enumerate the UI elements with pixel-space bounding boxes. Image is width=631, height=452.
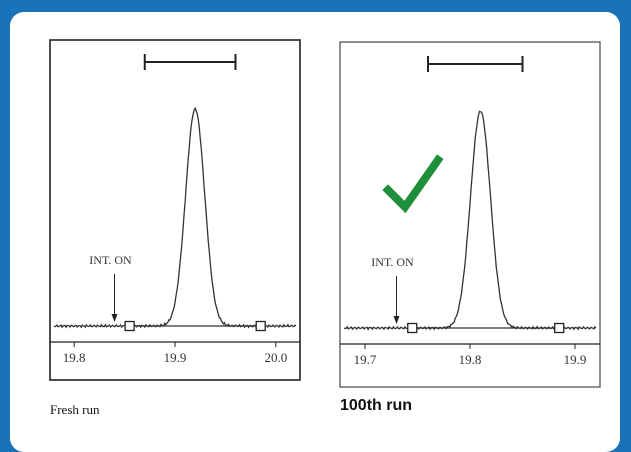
x-tick-label: 20.0	[264, 350, 287, 365]
integration-marker	[124, 320, 135, 332]
chart-panel-2: 19.7 19.8 19.9 INT. ON 100th run	[339, 41, 601, 414]
int-on-label: INT. ON	[371, 255, 414, 269]
integration-marker	[255, 320, 266, 332]
x-tick-label: 19.9	[164, 350, 187, 365]
x-tick-label: 19.9	[564, 352, 587, 367]
x-tick-label: 19.7	[354, 352, 377, 367]
checkmark-icon	[382, 154, 444, 214]
plot-frame	[339, 41, 601, 388]
chart-panel-1: 19.8 19.9 20.0 INT. ON Fresh run	[49, 39, 301, 417]
x-tick-label: 19.8	[459, 352, 482, 367]
chart-card: 19.8 19.9 20.0 INT. ON Fresh run 19.7 19.8 19.9…	[10, 12, 620, 452]
int-on-arrowhead	[393, 316, 400, 324]
x-tick-label: 19.8	[63, 350, 86, 365]
chromatogram-comparison: 19.8 19.9 20.0 INT. ON Fresh run 19.7 19.8 19.9…	[49, 39, 601, 417]
integration-marker	[554, 322, 565, 334]
int-on-label: INT. ON	[89, 253, 132, 267]
integration-marker	[407, 322, 418, 334]
panel-caption: Fresh run	[50, 402, 100, 417]
panel-caption: 100th run	[340, 397, 412, 414]
int-on-arrowhead	[111, 314, 118, 322]
chromatogram-trace	[343, 110, 597, 331]
